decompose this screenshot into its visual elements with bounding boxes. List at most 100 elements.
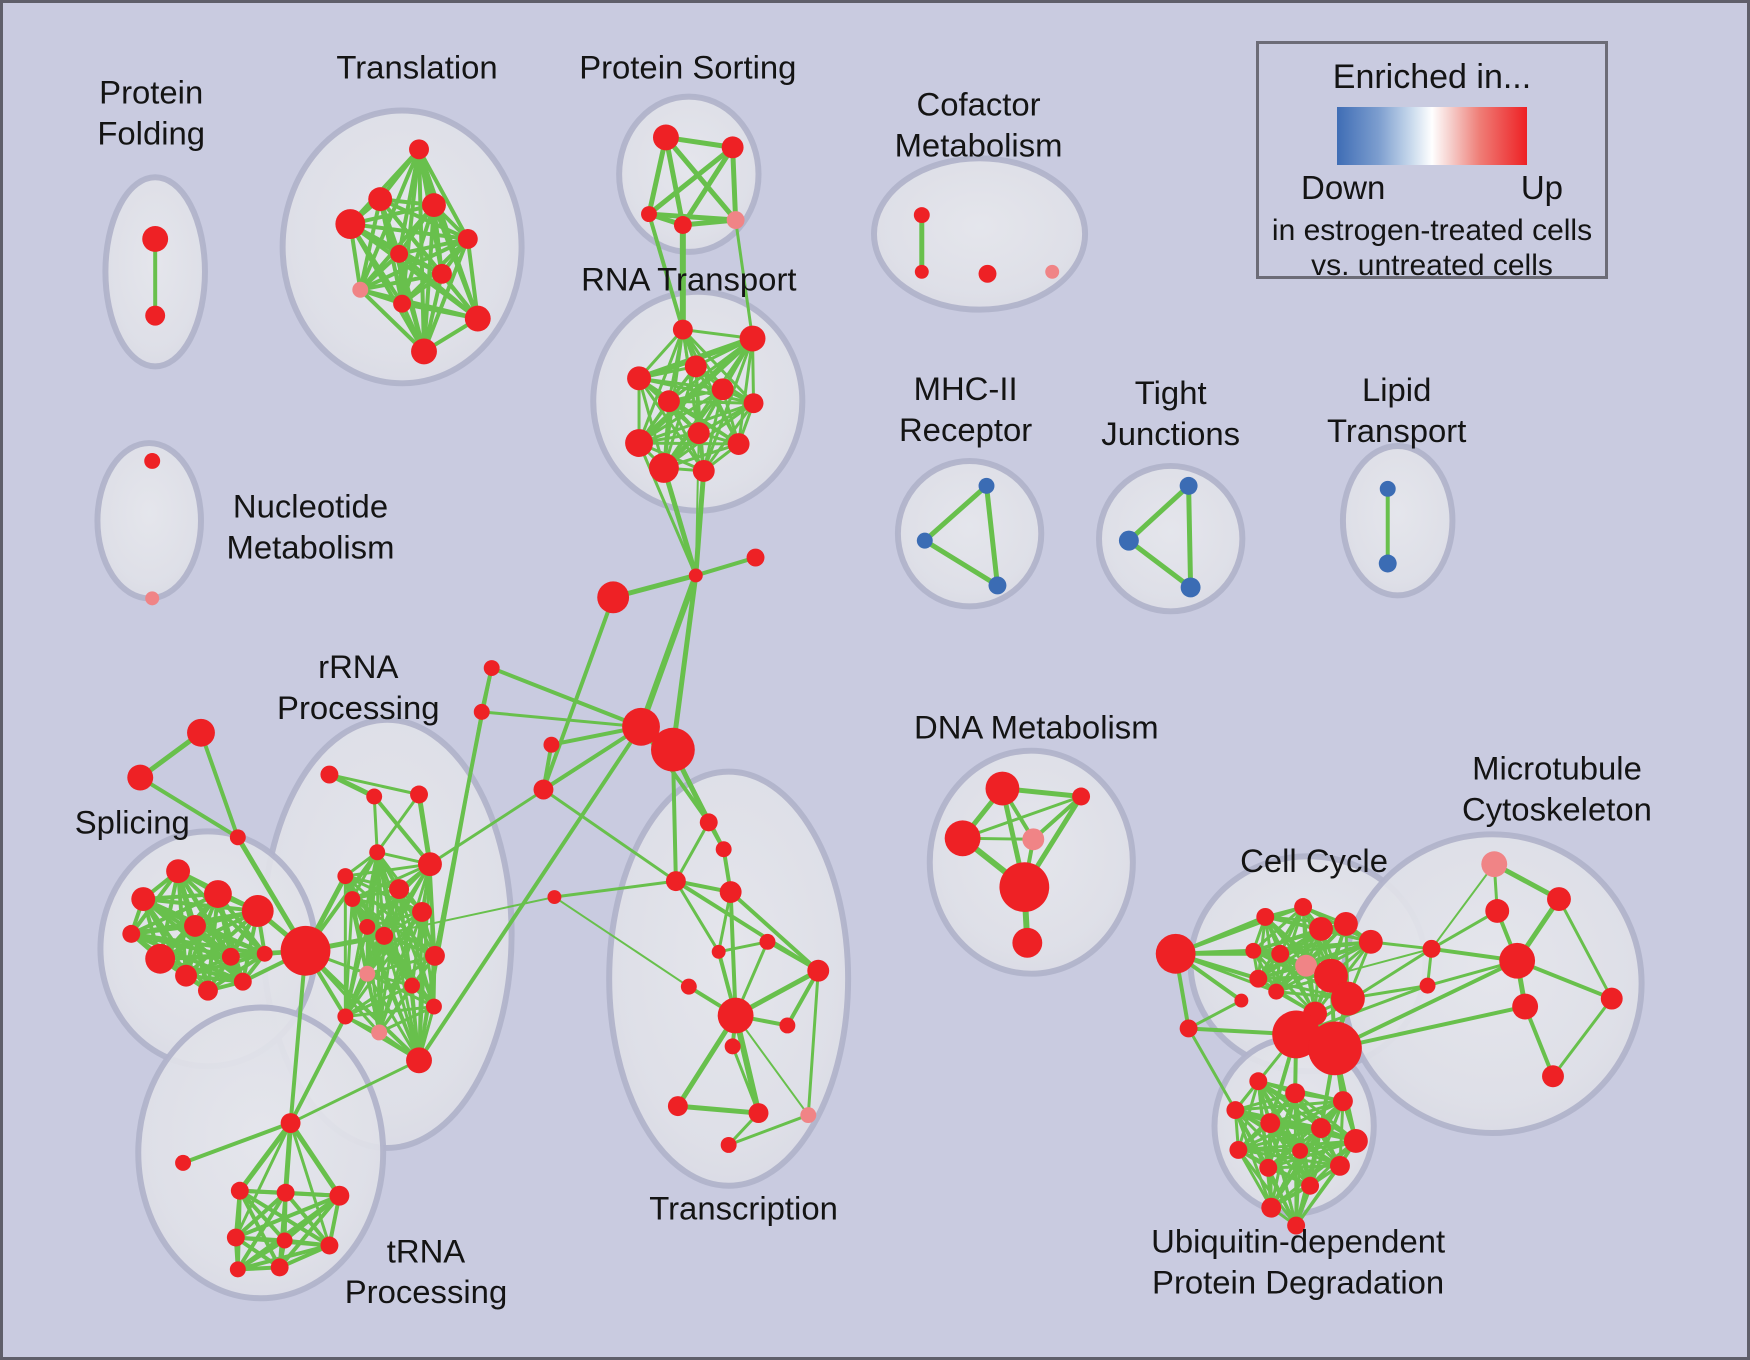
translation-mesh-edge	[358, 147, 422, 292]
gene-set-node	[166, 859, 191, 884]
edge	[1332, 1004, 1528, 1051]
gene-set-node	[746, 548, 765, 567]
gene-set-node	[483, 660, 500, 677]
gene-set-node	[800, 1107, 817, 1124]
rna-transport-mesh-edge	[637, 376, 706, 473]
translation-mesh-edge	[431, 203, 480, 321]
gene-set-node	[144, 453, 161, 469]
edge	[922, 483, 989, 544]
cluster-label-cofactor-metabolism: Metabolism	[895, 126, 1063, 163]
edge	[647, 212, 685, 332]
gene-set-node	[684, 355, 707, 378]
gene-set-node	[203, 880, 232, 908]
gene-set-node	[724, 1038, 741, 1055]
gene-set-node	[719, 881, 742, 904]
gene-set-node	[721, 136, 744, 159]
trna-ring-mesh-edge	[235, 1190, 288, 1272]
translation-mesh-edge	[422, 236, 470, 354]
gene-set-node	[641, 206, 657, 223]
edge	[289, 1058, 421, 1125]
gene-set-node	[622, 707, 660, 746]
gene-set-node	[337, 868, 354, 885]
translation-mesh-edge	[417, 147, 470, 241]
rrna-mesh-edge	[377, 887, 401, 1034]
gene-set-node	[985, 771, 1020, 806]
gene-set-node	[335, 209, 366, 239]
rrna-mesh-edge	[343, 1005, 436, 1019]
edge	[283, 1120, 294, 1196]
gene-set-node	[1072, 787, 1091, 806]
gene-set-node	[999, 862, 1050, 912]
gene-set-node	[1022, 828, 1045, 851]
edge	[806, 969, 820, 1117]
gene-set-node	[650, 727, 695, 772]
gene-set-node	[418, 852, 442, 877]
gene-set-node	[627, 366, 651, 391]
trna-ring-mesh-edge	[233, 1190, 288, 1240]
gene-set-node	[533, 779, 554, 800]
trna-ring-mesh-edge	[235, 1238, 287, 1272]
gene-set-node	[425, 998, 442, 1015]
gene-set-node	[1499, 942, 1536, 979]
edge	[1187, 1026, 1237, 1112]
cluster-label-microtubule-cytoskeleton: Microtubule	[1472, 750, 1642, 787]
gene-set-node	[625, 429, 653, 457]
gene-set-node	[1343, 1129, 1368, 1153]
gene-set-node	[743, 393, 764, 414]
gene-set-node	[410, 785, 428, 804]
gene-set-node	[988, 576, 1007, 595]
gene-set-node	[1301, 1176, 1320, 1195]
gene-set-node	[717, 997, 754, 1034]
legend-subtitle-line1: in estrogen-treated cells	[1271, 214, 1593, 247]
gene-set-node	[280, 925, 331, 976]
gene-set-node	[1311, 1118, 1331, 1138]
gene-set-node	[1294, 898, 1313, 916]
gene-set-node	[688, 568, 703, 583]
gene-set-node	[1045, 264, 1060, 279]
legend-title: Enriched in...	[1332, 58, 1532, 96]
edge	[480, 710, 643, 729]
gene-set-node	[699, 813, 718, 832]
gene-set-node	[672, 319, 693, 340]
edge	[552, 879, 678, 899]
gene-set-node	[1295, 954, 1318, 977]
gene-set-node	[914, 264, 929, 279]
legend-up-label: Up	[1520, 169, 1563, 206]
gene-set-node	[1419, 977, 1436, 994]
gene-set-node	[422, 193, 446, 218]
gene-set-node	[457, 228, 478, 249]
edge	[1126, 483, 1192, 544]
gene-set-node	[978, 264, 997, 283]
gene-set-node	[404, 977, 421, 994]
gene-set-node	[1271, 944, 1290, 963]
gene-set-node	[1547, 887, 1571, 911]
gene-set-node	[270, 1258, 289, 1277]
edge	[727, 1113, 810, 1147]
cluster-label-cell-cycle: Cell Cycle	[1240, 842, 1388, 879]
cluster-label-ubiquitin-degradation: Protein Degradation	[1152, 1263, 1444, 1300]
gene-set-node	[320, 1236, 339, 1255]
gene-set-node	[1485, 899, 1510, 923]
edge	[372, 794, 379, 854]
rrna-mesh-edge	[365, 954, 437, 976]
gene-set-node	[1261, 1197, 1282, 1218]
edge	[181, 1121, 293, 1165]
gene-set-node	[344, 891, 361, 907]
edge	[1187, 999, 1243, 1030]
edge	[489, 666, 644, 729]
legend-down-label: Down	[1301, 169, 1386, 206]
gene-set-node	[739, 325, 766, 352]
rrna-mesh-edge	[350, 862, 432, 901]
translation-mesh-edge	[422, 271, 444, 354]
cluster-ellipse-lipid-transport	[1339, 443, 1456, 599]
gene-set-node	[1481, 851, 1508, 878]
edge	[1430, 909, 1499, 951]
gene-set-node	[464, 305, 491, 332]
gene-set-node	[229, 1261, 246, 1278]
gene-set-node	[229, 829, 246, 846]
gene-set-node	[649, 453, 679, 483]
gene-set-node	[1512, 993, 1539, 1020]
cluster-label-microtubule-cytoskeleton: Cytoskeleton	[1462, 790, 1652, 827]
